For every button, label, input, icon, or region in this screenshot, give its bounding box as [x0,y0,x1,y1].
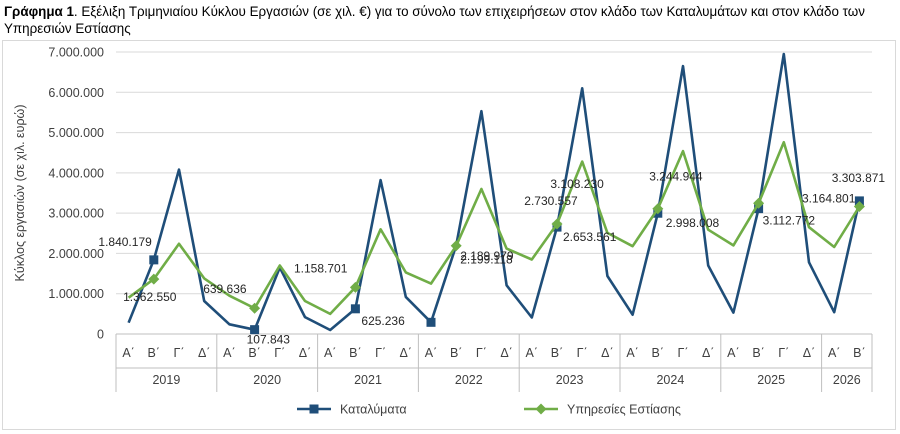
data-label: 2.730.557 [524,194,578,208]
data-point-square [350,304,360,314]
y-tick-label: 2.000.000 [48,247,104,261]
y-tick-label: 5.000.000 [48,126,104,140]
x-axis: Α΄ Β΄ Γ΄ Δ΄ Α΄ Β΄ Γ΄ Δ΄ Α΄ Β΄ Γ΄ Δ΄ Α΄ Β΄ Γ΄ Δ΄ Α΄ Β΄ Γ΄ Δ΄… [115,333,873,392]
data-point-diamond [148,273,160,285]
x-tick-label: Δ΄ [299,346,312,360]
y-axis-title: Κύκλος εργασιών (σε χιλ. ευρώ) [13,105,27,282]
x-tick-label: Γ΄ [476,346,487,360]
x-tick-label: Γ΄ [173,346,184,360]
data-label: 1.158.701 [294,261,348,275]
year-label: 2021 [354,373,382,387]
x-tick-label: Γ΄ [677,346,688,360]
data-label: 3.164.801 [802,192,856,206]
x-tick-label: Α΄ [526,346,539,360]
chart-frame [2,40,896,430]
data-label: 3.244.944 [649,169,703,183]
data-point-square [149,255,159,265]
x-tick-label: Γ΄ [778,346,789,360]
x-tick-label: Α΄ [223,346,236,360]
x-tick-label: Δ΄ [702,346,715,360]
legend: Καταλύματα Υπηρεσίες Εστίασης [297,403,681,417]
data-label: 2.189.979 [460,249,514,263]
data-label: 107.843 [247,333,291,347]
y-tick-label: 4.000.000 [48,166,104,180]
year-label: 2026 [833,373,861,387]
data-label: 2.653.561 [563,230,617,244]
data-point-diamond [551,218,563,230]
y-tick-label: 6.000.000 [48,86,104,100]
data-point-diamond [652,203,664,215]
year-label: 2024 [656,373,684,387]
y-tick-label: 1.000.000 [48,287,104,301]
year-label: 2020 [253,373,281,387]
year-label: 2023 [556,373,584,387]
chart-title: Γράφημα 1. Εξέλιξη Τριμηνιαίου Κύκλου Ερ… [4,3,896,37]
data-label: 1.840.179 [98,235,152,249]
x-tick-label: Γ΄ [577,346,588,360]
legend-marker-square [309,404,319,414]
legend-label: Καταλύματα [340,403,407,417]
data-labels: 1.840.179 107.843 625.236 2.199.118 2.653.56… [98,169,885,346]
data-label: 3.108.230 [550,177,604,191]
y-tick-label: 0 [97,328,104,342]
data-label: 3.112.772 [763,214,816,228]
data-point-diamond [450,240,462,252]
x-tick-label: Δ΄ [500,346,513,360]
x-tick-label: Β΄ [349,346,362,360]
x-tick-label: Α΄ [425,346,438,360]
x-tick-label: Α΄ [727,346,740,360]
gridlines [116,51,872,335]
series-group [127,52,865,335]
x-tick-label: Β΄ [148,346,161,360]
x-tick-label: Β΄ [652,346,665,360]
data-point-diamond [853,201,865,213]
x-tick-label: Α΄ [324,346,337,360]
data-label: 639.636 [203,282,247,296]
legend-label: Υπηρεσίες Εστίασης [567,403,681,417]
x-tick-label: Β΄ [853,346,866,360]
y-axis: 0 1.000.000 2.000.000 3.000.000 4.000.000 5.0… [13,46,104,342]
data-point-square [250,325,260,335]
x-tick-label: Γ΄ [274,346,285,360]
data-label: 625.236 [361,314,405,328]
series-line-food-services [127,140,861,316]
legend-marker-diamond [535,403,547,415]
data-label: 2.199.118 [460,252,513,266]
x-tick-label: Δ΄ [601,346,614,360]
year-label: 2019 [152,373,180,387]
y-tick-label: 7.000.000 [48,46,104,60]
x-tick-label: Β΄ [248,346,261,360]
year-label: 2022 [455,373,483,387]
data-point-diamond [753,197,765,209]
x-tick-label: Α΄ [828,346,841,360]
year-label: 2025 [757,373,785,387]
data-point-square [854,196,864,206]
y-tick-label: 3.000.000 [48,207,104,221]
x-tick-label: Β΄ [551,346,564,360]
x-tick-label: Δ΄ [198,346,211,360]
data-label: 2.998.008 [666,216,720,230]
data-point-diamond [349,281,361,293]
chart-title-bold: Γράφημα 1 [4,4,74,19]
data-point-square [426,317,436,327]
x-tick-label: Γ΄ [375,346,386,360]
data-point-diamond [249,302,261,314]
x-tick-label: Α΄ [122,346,135,360]
x-tick-label: Β΄ [752,346,765,360]
x-tick-label: Δ΄ [803,346,816,360]
data-label: 1.362.550 [123,290,177,304]
x-tick-label: Α΄ [626,346,639,360]
chart-title-text: . Εξέλιξη Τριμηνιαίου Κύκλου Εργασιών (σ… [4,4,865,36]
x-tick-label: Δ΄ [400,346,413,360]
x-tick-label: Β΄ [450,346,463,360]
data-label: 3.303.871 [832,171,886,185]
